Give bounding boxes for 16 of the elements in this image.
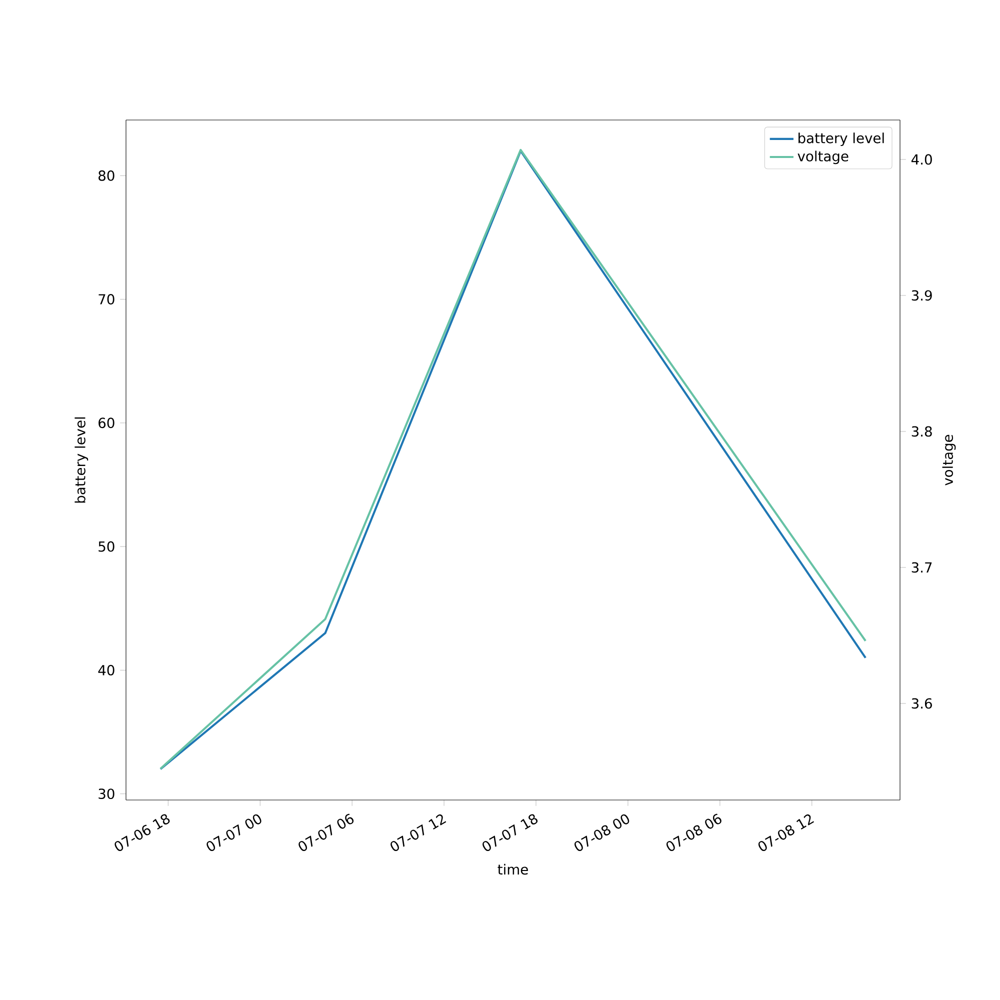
y2-tick-label: 3.6 xyxy=(912,698,932,709)
y-tick-label: 40 xyxy=(98,664,114,676)
y2-tick-label: 3.9 xyxy=(912,290,932,301)
y-tick-label: 80 xyxy=(98,170,114,181)
legend-label: voltage xyxy=(798,150,848,164)
y-tick-label: 50 xyxy=(98,541,114,552)
y2-tick-label: 3.8 xyxy=(912,426,932,437)
y-axis-title: battery level xyxy=(74,417,88,503)
y2-tick-label: 3.7 xyxy=(912,562,932,573)
y-tick-label: 70 xyxy=(98,294,114,305)
legend-label: battery level xyxy=(798,132,884,146)
y-tick-label: 60 xyxy=(98,418,114,428)
y-tick-label: 30 xyxy=(98,788,114,800)
x-axis-title: time xyxy=(498,864,528,875)
y2-axis-title: voltage xyxy=(942,434,956,486)
y2-tick-label: 4.0 xyxy=(911,154,932,165)
